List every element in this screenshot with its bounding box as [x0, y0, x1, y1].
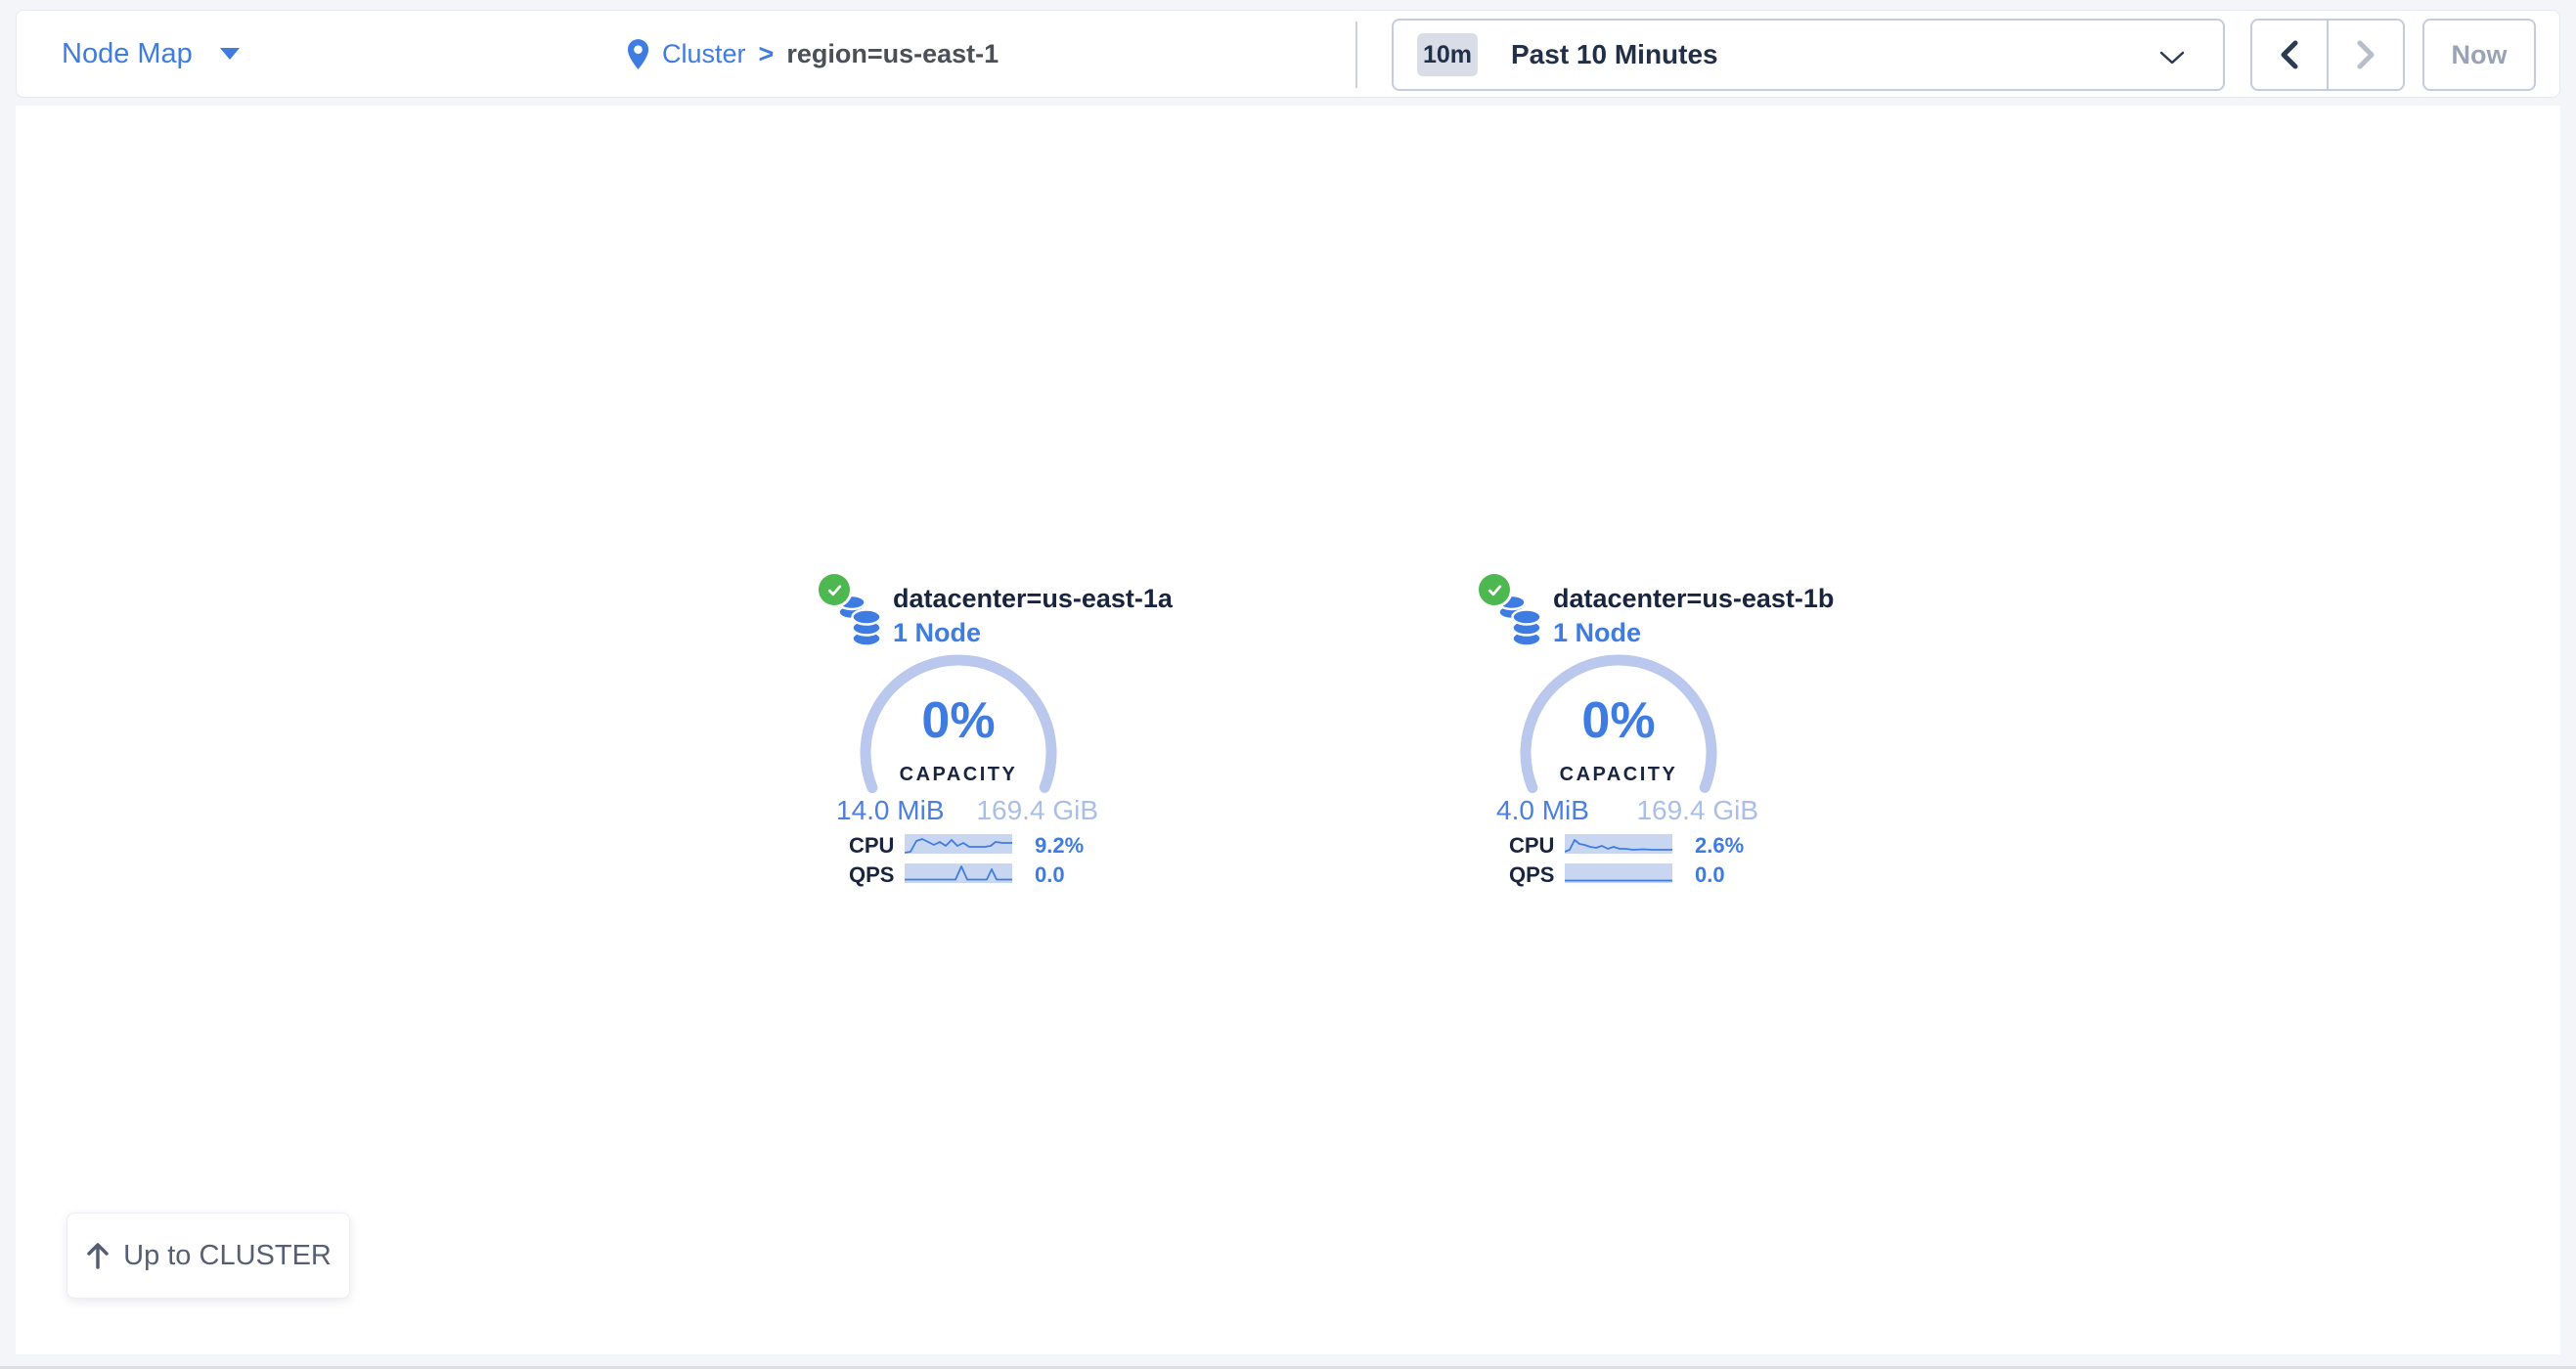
datacenter-name: datacenter=us-east-1b [1553, 584, 1835, 613]
caret-down-icon [219, 48, 240, 60]
qps-label: QPS [849, 862, 895, 887]
capacity-total-value: 169.4 GiB [976, 795, 1098, 825]
capacity-percentage: 0% [1581, 692, 1656, 749]
chevron-left-icon [2281, 40, 2298, 69]
header-divider [1355, 22, 1357, 88]
capacity-percentage: 0% [921, 692, 996, 749]
time-step-back-button[interactable] [2252, 21, 2327, 89]
node-map-canvas: datacenter=us-east-1a 1 Node 0% CAPACITY… [16, 106, 2560, 1354]
capacity-gauge-arc [860, 654, 1057, 852]
up-to-cluster-button[interactable]: Up to CLUSTER [67, 1213, 350, 1299]
capacity-range: 14.0 MiB 169.4 GiB [836, 795, 1098, 826]
health-check-icon [819, 574, 850, 605]
database-stack-icon [1497, 594, 1542, 646]
location-pin-icon [627, 38, 649, 69]
breadcrumb-cluster-link[interactable]: Cluster [662, 38, 746, 68]
time-range-badge: 10m [1417, 33, 1478, 76]
time-step-controls [2250, 19, 2405, 91]
capacity-used-value: 14.0 MiB [836, 795, 945, 825]
time-range-label: Past 10 Minutes [1511, 39, 1718, 69]
cpu-label: CPU [1509, 833, 1555, 858]
qps-label: QPS [1509, 862, 1555, 887]
node-count-link[interactable]: 1 Node [893, 618, 982, 647]
database-stack-icon [837, 594, 882, 646]
capacity-label: CAPACITY [1559, 764, 1678, 785]
breadcrumb: Cluster > region=us-east-1 [627, 11, 999, 97]
breadcrumb-current-locality: region=us-east-1 [786, 38, 999, 68]
now-button[interactable]: Now [2422, 19, 2536, 91]
qps-stat-row: QPS 0.0 [815, 862, 1118, 887]
breadcrumb-separator: > [758, 38, 775, 68]
qps-value: 0.0 [1695, 862, 1725, 887]
arrow-up-icon [87, 1243, 109, 1269]
view-selector-label: Node Map [62, 37, 193, 69]
cpu-label: CPU [849, 833, 895, 858]
capacity-range: 4.0 MiB 169.4 GiB [1496, 795, 1758, 826]
datacenter-card-us-east-1b[interactable]: datacenter=us-east-1b 1 Node 0% CAPACITY… [1475, 572, 1834, 900]
header-bar: Node Map Cluster > region=us-east-1 10m … [16, 10, 2560, 98]
capacity-used-value: 4.0 MiB [1496, 795, 1589, 825]
cpu-sparkline [1565, 834, 1672, 854]
up-to-cluster-label: Up to CLUSTER [123, 1239, 332, 1271]
health-check-icon [1479, 574, 1510, 605]
cpu-value: 2.6% [1695, 833, 1745, 858]
datacenter-name: datacenter=us-east-1a [893, 584, 1173, 613]
capacity-label: CAPACITY [899, 764, 1018, 785]
time-range-dropdown[interactable]: 10m Past 10 Minutes [1392, 19, 2225, 91]
chevron-down-icon [2159, 51, 2185, 65]
qps-stat-row: QPS 0.0 [1475, 862, 1778, 887]
capacity-total-value: 169.4 GiB [1636, 795, 1758, 825]
cpu-sparkline [905, 834, 1012, 854]
chevron-right-icon [2357, 40, 2375, 69]
cpu-value: 9.2% [1035, 833, 1085, 858]
view-selector-dropdown[interactable]: Node Map [62, 11, 240, 97]
capacity-gauge-arc [1520, 654, 1717, 852]
qps-sparkline [905, 863, 1012, 883]
time-step-forward-button[interactable] [2327, 21, 2403, 89]
cpu-stat-row: CPU 2.6% [1475, 833, 1778, 858]
qps-sparkline [1565, 863, 1672, 883]
qps-value: 0.0 [1035, 862, 1065, 887]
page-bottom-edge [0, 1366, 2576, 1369]
datacenter-card-us-east-1a[interactable]: datacenter=us-east-1a 1 Node 0% CAPACITY… [815, 572, 1173, 900]
node-count-link[interactable]: 1 Node [1553, 618, 1642, 647]
cpu-stat-row: CPU 9.2% [815, 833, 1118, 858]
